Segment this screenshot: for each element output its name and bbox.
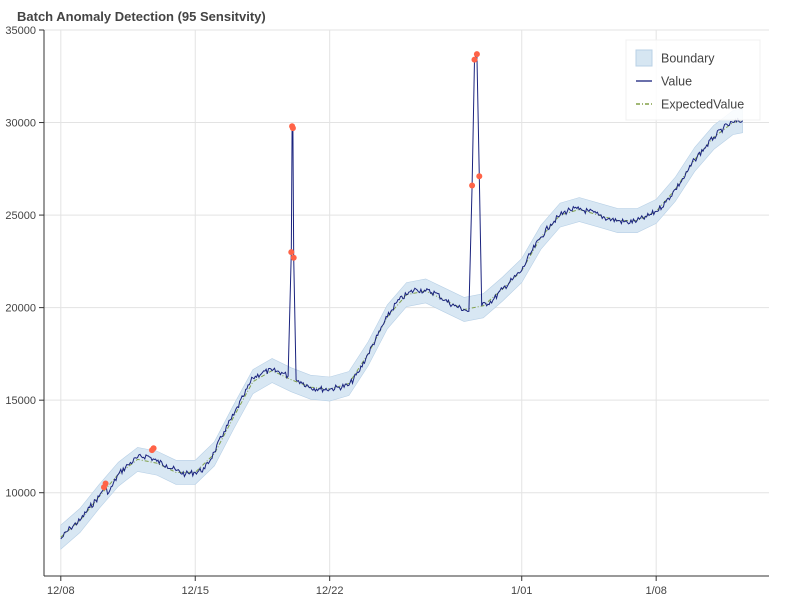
- anomaly-point: [290, 254, 297, 261]
- x-tick-label: 12/15: [181, 585, 209, 597]
- x-tick-label: 12/22: [316, 585, 344, 597]
- y-tick-label: 25000: [5, 210, 36, 222]
- anomaly-points-layer: [101, 51, 483, 491]
- boundary-band: [60, 108, 743, 550]
- boundary-band-layer: [60, 108, 743, 550]
- y-tick-label: 10000: [5, 488, 36, 500]
- legend-label-expected: ExpectedValue: [661, 98, 744, 112]
- value-line: [60, 52, 743, 540]
- legend-label-boundary: Boundary: [661, 52, 715, 66]
- anomaly-point: [476, 173, 483, 180]
- value-series-layer: [60, 52, 743, 540]
- legend-swatch-boundary: [635, 49, 653, 67]
- anomaly-point: [150, 445, 157, 452]
- y-tick-label: 30000: [5, 118, 36, 130]
- anomaly-point: [102, 480, 109, 487]
- anomaly-point: [471, 56, 478, 63]
- anomaly-point: [469, 182, 476, 189]
- x-tick-label: 12/08: [47, 585, 75, 597]
- axes: 10000 15000 20000 25000 30000 35000 12/08 12/15…: [5, 25, 769, 597]
- anomaly-point: [288, 249, 295, 256]
- legend-label-value: Value: [661, 75, 692, 89]
- y-tick-label: 35000: [5, 25, 36, 37]
- anomaly-point: [289, 125, 296, 132]
- y-tick-label: 15000: [5, 395, 36, 407]
- x-tick-label: 1/08: [645, 585, 666, 597]
- y-tick-label: 20000: [5, 303, 36, 315]
- x-tick-label: 1/01: [511, 585, 532, 597]
- legend: Boundary Value ExpectedValue: [625, 39, 761, 121]
- anomaly-point: [473, 51, 480, 58]
- chart-title: Batch Anomaly Detection (95 Sensitvity): [17, 9, 266, 24]
